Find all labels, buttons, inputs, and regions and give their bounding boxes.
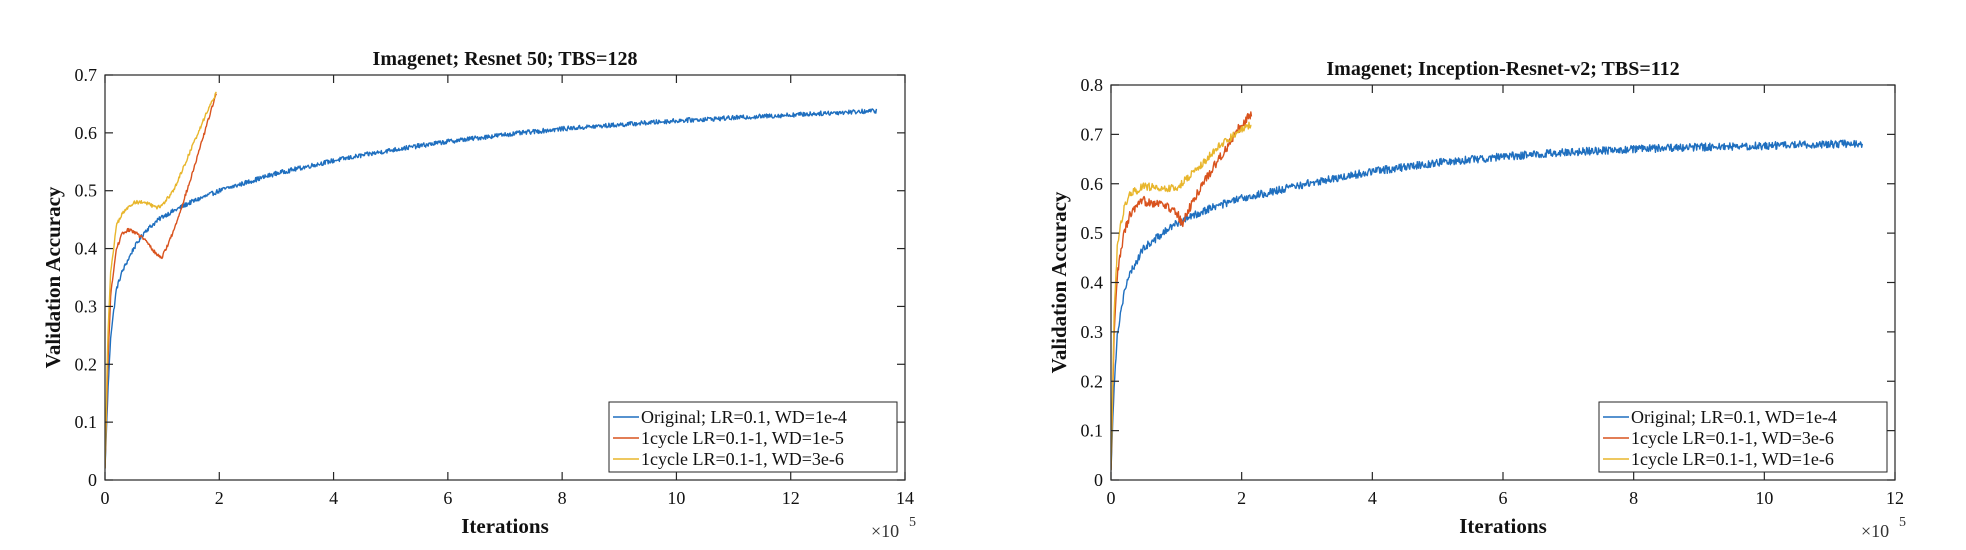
y-tick-label: 0.1 bbox=[1081, 421, 1104, 441]
chart-title: Imagenet; Resnet 50; TBS=128 bbox=[373, 48, 638, 70]
x-tick-label: 6 bbox=[1499, 488, 1508, 508]
axes-box bbox=[104, 74, 906, 481]
legend-box bbox=[1598, 401, 1888, 473]
y-tick-label: 0.4 bbox=[75, 239, 98, 259]
chart-title: Imagenet; Inception-Resnet-v2; TBS=112 bbox=[1326, 58, 1679, 80]
y-tick-label: 0.5 bbox=[1081, 223, 1104, 243]
x-tick-label: 12 bbox=[782, 488, 800, 508]
x-tick-label: 10 bbox=[1755, 488, 1773, 508]
y-tick-label: 0.7 bbox=[1081, 124, 1104, 144]
x-tick-label: 10 bbox=[667, 488, 685, 508]
x-tick-label: 2 bbox=[1237, 488, 1246, 508]
x-tick-label: 4 bbox=[1368, 488, 1377, 508]
series-line-2 bbox=[1111, 111, 1253, 471]
y-tick-label: 0 bbox=[1094, 470, 1103, 490]
series-line-2 bbox=[105, 93, 218, 469]
x-tick-label: 2 bbox=[215, 488, 224, 508]
series-line-1 bbox=[1111, 139, 1864, 471]
x-axis-label: Iterations bbox=[461, 514, 549, 538]
series-line-3 bbox=[105, 91, 217, 469]
y-tick-label: 0.6 bbox=[75, 123, 98, 143]
y-tick-label: 0.3 bbox=[75, 296, 98, 316]
x-tick-label: 4 bbox=[329, 488, 338, 508]
series-group bbox=[105, 91, 878, 469]
x-axis-exponent: 5 bbox=[909, 515, 916, 530]
x-tick-label: 8 bbox=[558, 488, 567, 508]
y-tick-label: 0.2 bbox=[1081, 371, 1104, 391]
x-tick-label: 8 bbox=[1629, 488, 1638, 508]
y-tick-label: 0.2 bbox=[75, 354, 98, 374]
x-axis-label: Iterations bbox=[1459, 514, 1547, 538]
y-tick-label: 0.4 bbox=[1081, 273, 1104, 293]
x-axis-multiplier: ×10 bbox=[871, 521, 899, 541]
legend-entry-label: 1cycle LR=0.1-1, WD=1e-6 bbox=[1631, 449, 1834, 469]
series-line-3 bbox=[1111, 121, 1252, 471]
chart-panel-right: 0 2 4 6 8 10 12 0 0.1 0.2 0.3 0.4 0.5 0.6 0.7 0.8 Imagen… bbox=[1047, 58, 1906, 541]
y-tick-label: 0 bbox=[88, 470, 97, 490]
legend-entry-label: Original; LR=0.1, WD=1e-4 bbox=[1631, 407, 1837, 427]
x-axis-exponent: 5 bbox=[1899, 515, 1906, 530]
legend-box bbox=[608, 401, 898, 473]
series-group bbox=[1111, 111, 1864, 471]
x-axis-multiplier: ×10 bbox=[1861, 521, 1889, 541]
legend-entry-label: Original; LR=0.1, WD=1e-4 bbox=[641, 407, 847, 427]
legend-entry-label: 1cycle LR=0.1-1, WD=1e-5 bbox=[641, 428, 844, 448]
x-tick-label: 6 bbox=[443, 488, 452, 508]
y-tick-label: 0.7 bbox=[75, 65, 98, 85]
series-line-1 bbox=[105, 108, 878, 469]
y-tick-label: 0.5 bbox=[75, 181, 98, 201]
y-tick-label: 0.1 bbox=[75, 412, 98, 432]
legend-entry-label: 1cycle LR=0.1-1, WD=3e-6 bbox=[1631, 428, 1834, 448]
x-tick-label: 12 bbox=[1886, 488, 1904, 508]
y-tick-label: 0.8 bbox=[1081, 75, 1104, 95]
y-axis-label: Validation Accuracy bbox=[1047, 191, 1071, 373]
legend-entry-label: 1cycle LR=0.1-1, WD=3e-6 bbox=[641, 449, 844, 469]
x-tick-label: 0 bbox=[101, 488, 110, 508]
x-tick-label: 14 bbox=[896, 488, 914, 508]
y-tick-label: 0.6 bbox=[1081, 174, 1104, 194]
chart-panel-left: 0 2 4 6 8 10 12 14 0 0.1 0.2 0.3 0.4 0.5 0.6 0.7 Imagene… bbox=[41, 48, 916, 541]
y-axis-label: Validation Accuracy bbox=[41, 186, 65, 368]
y-tick-label: 0.3 bbox=[1081, 322, 1104, 342]
x-tick-label: 0 bbox=[1107, 488, 1116, 508]
